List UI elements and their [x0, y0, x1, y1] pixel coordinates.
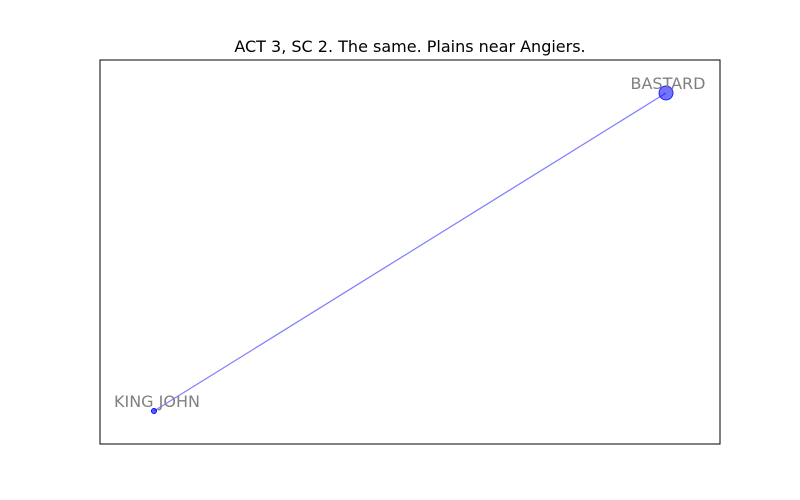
scene-title: ACT 3, SC 2. The same. Plains near Angie… — [234, 37, 585, 56]
node-bastard — [658, 85, 674, 101]
node-label-bastard: BASTARD — [631, 74, 706, 93]
plot-frame — [99, 59, 721, 445]
node-label-king-john: KING JOHN — [114, 392, 200, 411]
edge-king-john-bastard — [153, 92, 667, 412]
node-king-john — [151, 408, 157, 414]
